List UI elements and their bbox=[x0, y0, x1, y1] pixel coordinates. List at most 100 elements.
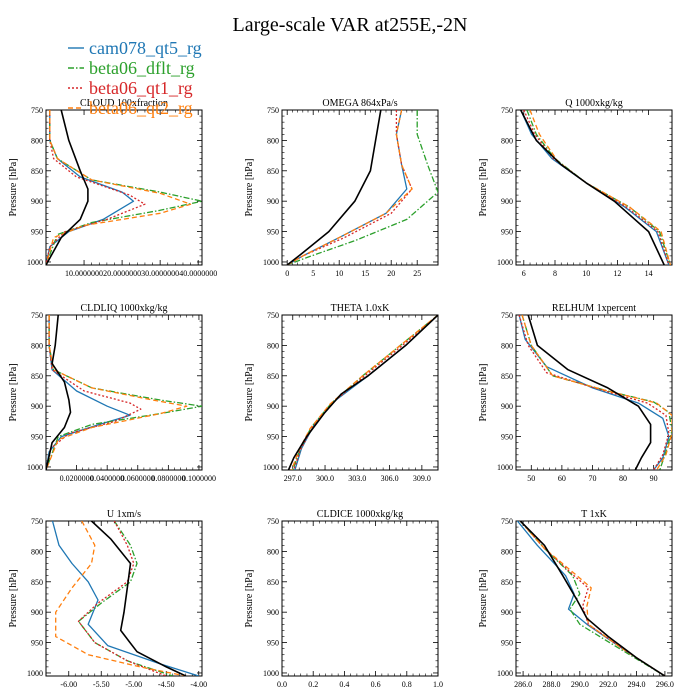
series-line-5 bbox=[287, 315, 438, 470]
panel-1: CLOUD 100xfraction Pressure [hPa] 750 800 85… bbox=[8, 98, 217, 278]
series-line-1 bbox=[286, 110, 408, 265]
plot-frame bbox=[515, 109, 673, 266]
y-tick-label: 950 bbox=[267, 228, 279, 237]
y-tick-label: 750 bbox=[501, 517, 513, 526]
y-tick-label: 750 bbox=[31, 311, 43, 320]
y-tick-label: 800 bbox=[267, 547, 279, 556]
y-tick-label: 1000 bbox=[27, 258, 43, 267]
x-tick-label: 0.0800000 bbox=[151, 474, 185, 483]
x-tick-label: 12 bbox=[613, 269, 621, 278]
y-axis-label: Pressure [hPa] bbox=[8, 569, 19, 627]
y-tick-label: 850 bbox=[267, 167, 279, 176]
x-tick-label: 20 bbox=[387, 269, 395, 278]
figure-title: Large-scale VAR at255E,-2N bbox=[233, 14, 468, 36]
y-tick-label: 1000 bbox=[497, 463, 513, 472]
y-tick-label: 1000 bbox=[263, 258, 279, 267]
x-tick-label: -5.00 bbox=[125, 680, 142, 689]
y-tick-label: 950 bbox=[501, 433, 513, 442]
series-line-4 bbox=[46, 110, 192, 265]
panel-title: Q 1000xkg/kg bbox=[565, 98, 623, 109]
x-tick-label: 10 bbox=[335, 269, 343, 278]
panel-title: U 1xm/s bbox=[107, 509, 141, 520]
y-tick-label: 1000 bbox=[263, 463, 279, 472]
y-tick-label: 950 bbox=[501, 639, 513, 648]
y-axis-label: Pressure [hPa] bbox=[478, 158, 489, 216]
panel-5: THETA 1.0xK Pressure [hPa] 750 800 850 900 950… bbox=[244, 303, 439, 483]
y-tick-label: 900 bbox=[267, 197, 279, 206]
y-axis-label: Pressure [hPa] bbox=[478, 363, 489, 421]
x-tick-label: 60 bbox=[558, 474, 566, 483]
series-line-5 bbox=[286, 110, 382, 265]
x-tick-label: 292.0 bbox=[599, 680, 617, 689]
y-tick-label: 800 bbox=[267, 341, 279, 350]
y-tick-label: 950 bbox=[31, 433, 43, 442]
x-tick-label: 10 bbox=[582, 269, 590, 278]
x-tick-label: 30.0000000 bbox=[141, 269, 179, 278]
y-tick-label: 850 bbox=[31, 167, 43, 176]
y-tick-label: 850 bbox=[267, 578, 279, 587]
x-tick-label: 0.4 bbox=[339, 680, 349, 689]
panel-3: Q 1000xkg/kg Pressure [hPa] 750 800 850 900 95… bbox=[478, 98, 673, 278]
y-tick-label: 900 bbox=[267, 402, 279, 411]
x-tick-label: 6 bbox=[522, 269, 526, 278]
series-group bbox=[518, 315, 672, 470]
x-tick-label: -4.00 bbox=[190, 680, 207, 689]
series-line-5 bbox=[527, 315, 652, 470]
y-tick-label: 950 bbox=[267, 433, 279, 442]
y-tick-label: 850 bbox=[267, 372, 279, 381]
y-tick-label: 750 bbox=[501, 311, 513, 320]
series-line-4 bbox=[46, 315, 188, 470]
panel-7: U 1xm/s Pressure [hPa] 750 800 850 900 950 1000… bbox=[8, 509, 207, 689]
y-tick-label: 850 bbox=[501, 167, 513, 176]
legend-label-4: beta06_qt2_rg bbox=[89, 98, 193, 118]
x-tick-label: 0.6 bbox=[371, 680, 381, 689]
y-tick-label: 950 bbox=[31, 228, 43, 237]
y-tick-label: 800 bbox=[501, 547, 513, 556]
x-tick-label: 1.0 bbox=[433, 680, 443, 689]
panel-title: CLDICE 1000xkg/kg bbox=[317, 509, 403, 520]
x-tick-label: 303.0 bbox=[348, 474, 366, 483]
x-tick-label: -5.50 bbox=[93, 680, 110, 689]
x-tick-label: 25 bbox=[413, 269, 421, 278]
x-tick-label: 0.0400000 bbox=[90, 474, 124, 483]
x-tick-label: 15 bbox=[361, 269, 369, 278]
plot-frame bbox=[45, 314, 203, 471]
y-tick-label: 1000 bbox=[497, 669, 513, 678]
series-line-3 bbox=[77, 521, 167, 676]
y-tick-label: 750 bbox=[31, 106, 43, 115]
x-tick-label: 80 bbox=[619, 474, 627, 483]
y-tick-label: 900 bbox=[501, 608, 513, 617]
x-tick-label: 5 bbox=[311, 269, 315, 278]
y-tick-label: 750 bbox=[501, 106, 513, 115]
panel-2: OMEGA 864xPa/s Pressure [hPa] 750 800 850 900… bbox=[244, 98, 439, 278]
y-tick-label: 750 bbox=[31, 517, 43, 526]
x-tick-label: 70 bbox=[588, 474, 596, 483]
x-tick-label: 286.0 bbox=[514, 680, 532, 689]
panel-title: THETA 1.0xK bbox=[331, 303, 390, 314]
x-tick-label: 0 bbox=[285, 269, 289, 278]
x-tick-label: 20.0000000 bbox=[103, 269, 141, 278]
plot-frame bbox=[515, 520, 673, 677]
series-line-5 bbox=[90, 521, 187, 676]
y-tick-label: 950 bbox=[267, 639, 279, 648]
panel-title: CLDLIQ 1000xkg/kg bbox=[81, 303, 168, 314]
y-tick-label: 800 bbox=[501, 136, 513, 145]
y-tick-label: 900 bbox=[501, 197, 513, 206]
legend: cam078_qt5_rgbeta06_dflt_rgbeta06_qt1_rg… bbox=[68, 38, 202, 118]
x-tick-label: 309.0 bbox=[413, 474, 431, 483]
panel-4: CLDLIQ 1000xkg/kg Pressure [hPa] 750 800 850… bbox=[8, 303, 216, 483]
y-tick-label: 750 bbox=[267, 311, 279, 320]
series-line-3 bbox=[519, 521, 666, 676]
series-line-1 bbox=[518, 315, 670, 470]
series-line-2 bbox=[46, 110, 202, 265]
y-tick-label: 750 bbox=[267, 106, 279, 115]
y-tick-label: 800 bbox=[31, 136, 43, 145]
y-tick-label: 900 bbox=[31, 402, 43, 411]
series-line-4 bbox=[519, 521, 666, 676]
series-line-5 bbox=[46, 315, 72, 470]
x-tick-label: 306.0 bbox=[381, 474, 399, 483]
y-tick-label: 850 bbox=[501, 372, 513, 381]
x-tick-label: 297.0 bbox=[284, 474, 302, 483]
